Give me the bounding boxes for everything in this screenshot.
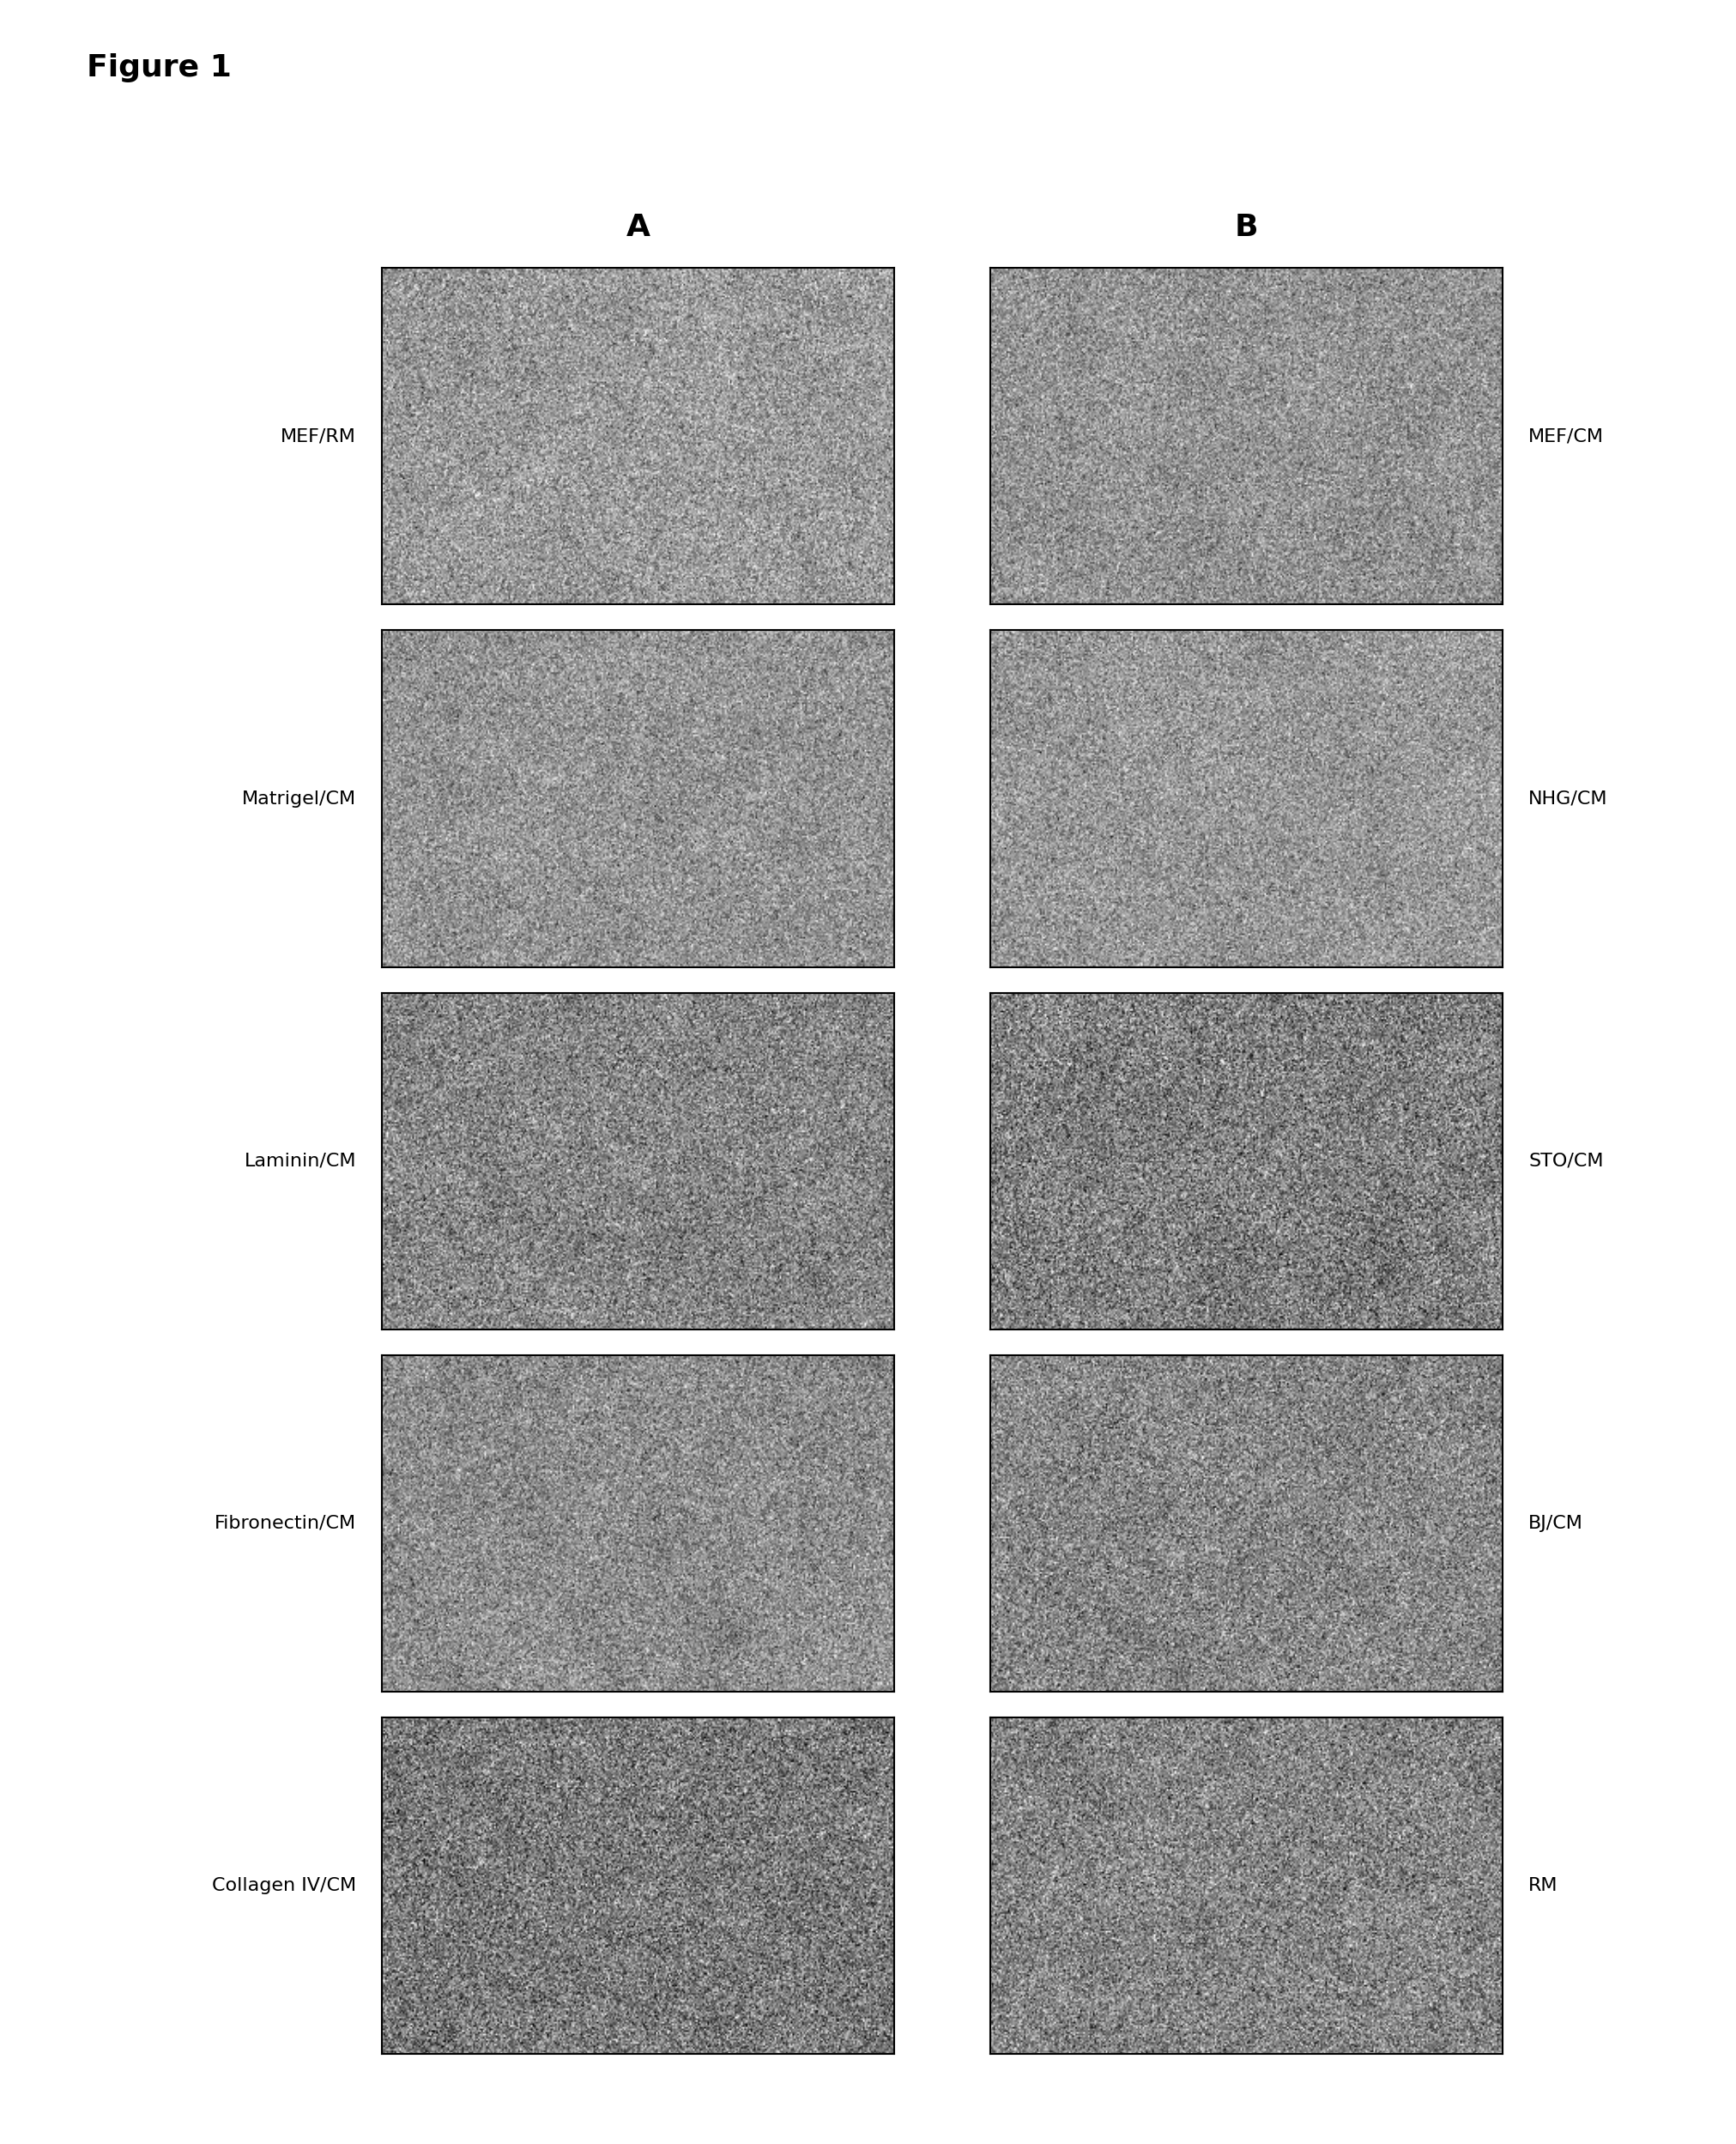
- Text: MEF/RM: MEF/RM: [281, 427, 356, 446]
- Text: Figure 1: Figure 1: [87, 54, 231, 84]
- Text: Fibronectin/CM: Fibronectin/CM: [214, 1514, 356, 1533]
- Text: STO/CM: STO/CM: [1528, 1151, 1602, 1171]
- Text: NHG/CM: NHG/CM: [1528, 789, 1608, 808]
- Text: BJ/CM: BJ/CM: [1528, 1514, 1583, 1533]
- Text: A: A: [627, 212, 649, 242]
- Text: MEF/CM: MEF/CM: [1528, 427, 1602, 446]
- Text: Laminin/CM: Laminin/CM: [245, 1151, 356, 1171]
- Text: RM: RM: [1528, 1876, 1557, 1895]
- Text: B: B: [1234, 212, 1257, 242]
- Text: Collagen IV/CM: Collagen IV/CM: [212, 1876, 356, 1895]
- Text: Matrigel/CM: Matrigel/CM: [241, 789, 356, 808]
